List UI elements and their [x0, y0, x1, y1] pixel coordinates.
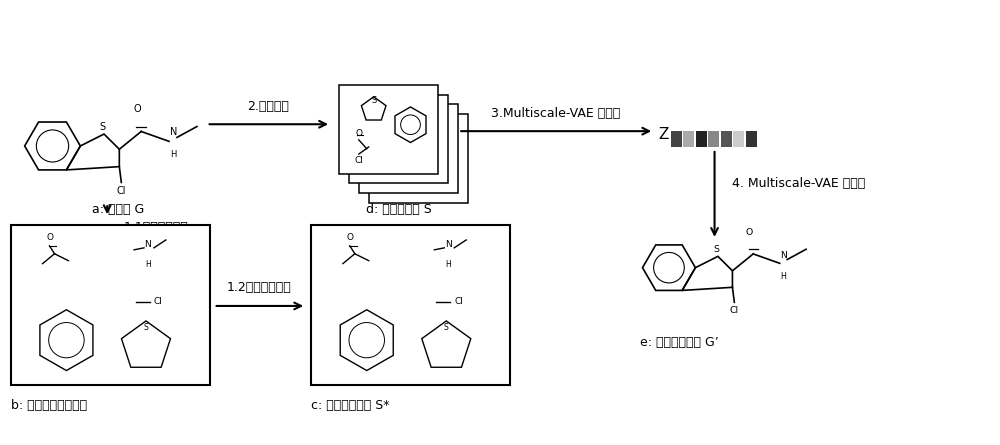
Text: Cl: Cl [730, 306, 739, 315]
Bar [683, 131, 694, 147]
Text: H: H [445, 260, 451, 269]
Bar [696, 131, 707, 147]
Text: N: N [170, 127, 177, 138]
Bar [708, 131, 719, 147]
Text: O: O [46, 233, 53, 242]
Text: O: O [746, 228, 753, 237]
Text: Cl: Cl [454, 297, 463, 306]
Text: Cl: Cl [354, 156, 363, 165]
Bar [349, 95, 448, 183]
Text: Cl: Cl [154, 297, 163, 306]
Text: Z: Z [659, 127, 669, 142]
Text: 1.2筛选频繁子图: 1.2筛选频繁子图 [227, 281, 292, 294]
Bar [721, 131, 732, 147]
Text: N: N [445, 240, 452, 249]
Text: O: O [346, 233, 353, 242]
Bar [733, 131, 744, 147]
Text: S: S [144, 323, 148, 332]
Text: N: N [145, 240, 151, 249]
Bar [339, 85, 438, 174]
Text: 3.Multiscale-VAE 编码器: 3.Multiscale-VAE 编码器 [491, 107, 620, 120]
Bar [11, 225, 210, 385]
Bar [359, 105, 458, 194]
Text: b: 候选分子子图总集: b: 候选分子子图总集 [11, 399, 87, 412]
Text: e: 重建的分子图 G’: e: 重建的分子图 G’ [640, 336, 718, 348]
Text: Cl: Cl [117, 186, 126, 196]
Text: a: 分子图 G: a: 分子图 G [92, 203, 145, 216]
Text: O: O [133, 104, 141, 114]
Text: S: S [444, 323, 449, 332]
Text: N: N [781, 251, 787, 259]
Text: S: S [713, 246, 719, 255]
Bar [311, 225, 510, 385]
Text: 2.分子分解: 2.分子分解 [247, 101, 289, 113]
Text: d: 分子子图集 S: d: 分子子图集 S [366, 203, 432, 216]
Text: H: H [145, 260, 151, 269]
Text: H: H [170, 150, 176, 159]
Text: 1.1获取频繁子图: 1.1获取频繁子图 [124, 222, 189, 235]
Text: S: S [371, 96, 376, 105]
Bar [671, 131, 682, 147]
Text: S: S [99, 122, 105, 132]
Bar [746, 131, 757, 147]
Text: 4. Multiscale-VAE 解码器: 4. Multiscale-VAE 解码器 [732, 177, 866, 190]
Text: c: 分子子图总集 S*: c: 分子子图总集 S* [311, 399, 390, 412]
Bar [369, 114, 468, 203]
Text: O: O [355, 129, 362, 138]
Text: H: H [781, 272, 786, 281]
